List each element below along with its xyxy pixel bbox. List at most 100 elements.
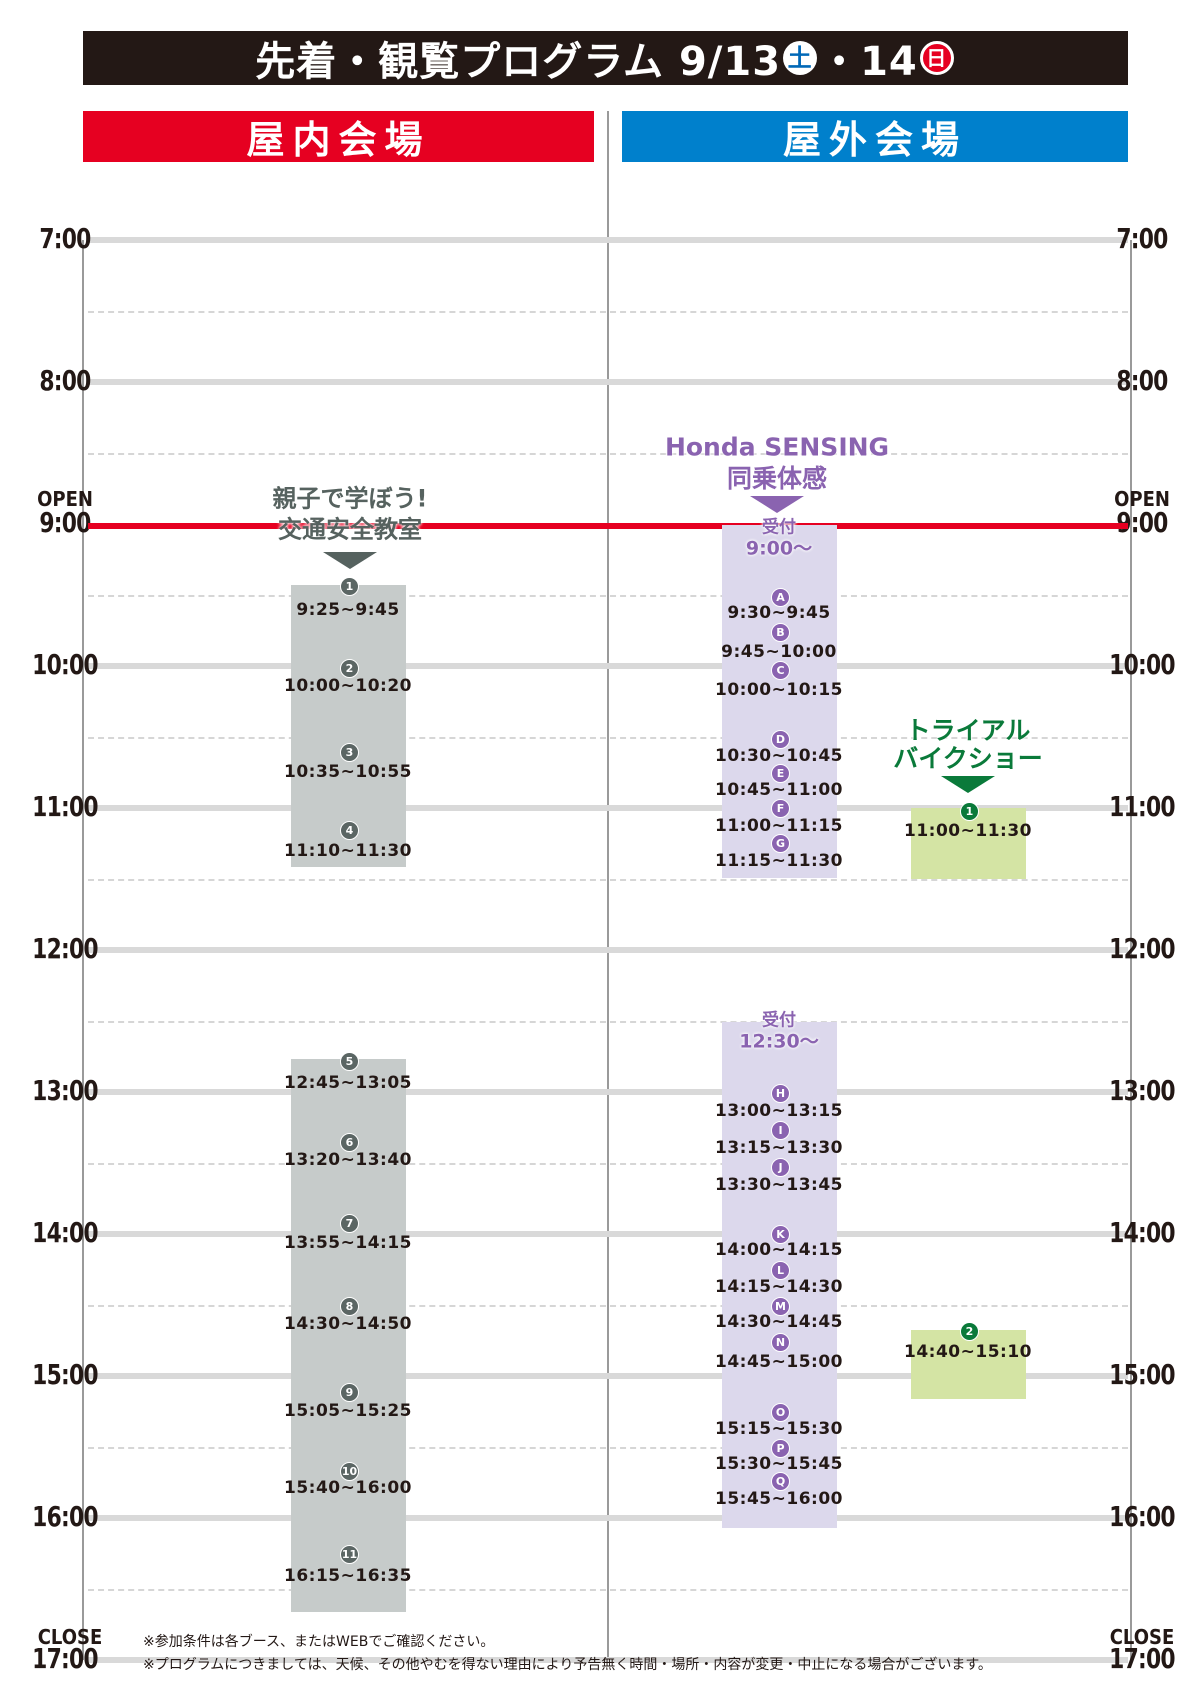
sensing-session-number-badge: I <box>771 1121 790 1140</box>
indoor-program-title-2: 交通安全教室 <box>278 515 422 544</box>
sensing-session-number-badge: J <box>771 1158 790 1177</box>
sensing-session-time: 15:30~15:45 <box>715 1454 843 1474</box>
sensing-session-number-badge: H <box>771 1084 790 1103</box>
sensing-session-time: 14:30~14:45 <box>715 1312 843 1332</box>
indoor-session-number-badge: 10 <box>340 1462 359 1481</box>
sensing-session-number-badge: Q <box>771 1472 790 1491</box>
sensing-session-time: 13:00~13:15 <box>715 1101 843 1121</box>
right-axis <box>1130 240 1132 1660</box>
center-divider <box>607 111 609 1660</box>
hour-line <box>88 1231 1128 1237</box>
indoor-session-time: 15:40~16:00 <box>284 1478 412 1498</box>
arrow-down-icon <box>323 552 377 569</box>
hour-label-right: 13:00 <box>1109 1074 1175 1107</box>
hour-label-left: 8:00 <box>39 364 91 397</box>
hour-label-right: 15:00 <box>1109 1358 1175 1391</box>
sunday-badge: 日 <box>919 41 954 75</box>
indoor-session-number-badge: 5 <box>340 1052 359 1071</box>
title-date-2: ・14 <box>819 39 918 85</box>
half-hour-line <box>88 1021 1128 1023</box>
half-hour-line <box>88 737 1128 739</box>
sensing-session-time: 13:30~13:45 <box>715 1175 843 1195</box>
indoor-session-number-badge: 9 <box>340 1383 359 1402</box>
sensing-session-number-badge: N <box>771 1333 790 1352</box>
indoor-block-am <box>291 585 406 867</box>
hour-label-left: 12:00 <box>32 932 98 965</box>
half-hour-line <box>88 595 1128 597</box>
hour-label-right: 10:00 <box>1109 648 1175 681</box>
trial-program-title-1: トライアル <box>905 716 1031 745</box>
indoor-session-time: 10:00~10:20 <box>284 676 412 696</box>
sensing-session-time: 10:00~10:15 <box>715 680 843 700</box>
sensing-session-number-badge: P <box>771 1439 790 1458</box>
indoor-session-number-badge: 8 <box>340 1297 359 1316</box>
left-axis <box>82 240 84 1660</box>
hour-line <box>88 805 1128 811</box>
sensing-session-time: 9:45~10:00 <box>721 642 837 662</box>
indoor-session-time: 16:15~16:35 <box>284 1566 412 1586</box>
indoor-session-time: 11:10~11:30 <box>284 841 412 861</box>
indoor-session-number-badge: 3 <box>340 743 359 762</box>
indoor-session-number-badge: 11 <box>340 1545 359 1564</box>
half-hour-line <box>88 453 1128 455</box>
hour-line <box>88 379 1128 385</box>
arrow-down-icon <box>941 776 995 793</box>
page-title-bar: 先着・観覧プログラム 9/13 土 ・14 日 <box>83 31 1128 85</box>
hour-label-left: 10:00 <box>32 648 98 681</box>
sensing-session-number-badge: F <box>771 799 790 818</box>
hour-label-left: 11:00 <box>32 790 98 823</box>
indoor-session-time: 14:30~14:50 <box>284 1314 412 1334</box>
indoor-session-time: 12:45~13:05 <box>284 1073 412 1093</box>
half-hour-line <box>88 1589 1128 1591</box>
saturday-badge: 土 <box>783 41 818 75</box>
hour-label-right: 11:00 <box>1109 790 1175 823</box>
hour-line <box>88 237 1128 243</box>
sensing-session-time: 14:00~14:15 <box>715 1240 843 1260</box>
close-label-right: CLOSE <box>1109 1625 1175 1649</box>
open-line <box>88 523 1128 529</box>
hour-line <box>88 1089 1128 1095</box>
indoor-session-number-badge: 2 <box>340 659 359 678</box>
reception-time: 12:30〜 <box>739 1030 819 1053</box>
half-hour-line <box>88 879 1128 881</box>
trial-session-number-badge: 1 <box>960 802 979 821</box>
hour-label-right: 12:00 <box>1109 932 1175 965</box>
hour-label-right: 8:00 <box>1116 364 1168 397</box>
arrow-down-icon <box>750 496 804 513</box>
hour-label-left: 9:00 <box>39 506 91 539</box>
open-label-left: OPEN <box>37 487 93 511</box>
sensing-session-time: 10:45~11:00 <box>715 780 843 800</box>
close-label-left: CLOSE <box>37 1625 103 1649</box>
sensing-session-number-badge: L <box>771 1261 790 1280</box>
sensing-session-number-badge: B <box>771 623 790 642</box>
hour-label-left: 17:00 <box>32 1642 98 1675</box>
trial-session-time: 14:40~15:10 <box>904 1342 1032 1362</box>
sensing-session-time: 9:30~9:45 <box>727 603 831 623</box>
reception-label: 受付 <box>762 1010 796 1031</box>
sensing-session-time: 11:15~11:30 <box>715 851 843 871</box>
hour-line <box>88 947 1128 953</box>
hour-line <box>88 663 1128 669</box>
sensing-block-am <box>722 525 837 878</box>
indoor-program-title-1: 親子で学ぼう! <box>272 484 428 513</box>
hour-label-right: 7:00 <box>1116 222 1168 255</box>
sensing-program-title-1: Honda SENSING <box>664 432 890 462</box>
indoor-session-time: 10:35~10:55 <box>284 762 412 782</box>
hour-label-right: 14:00 <box>1109 1216 1175 1249</box>
hour-label-right: 17:00 <box>1109 1642 1175 1675</box>
hour-label-right: 16:00 <box>1109 1500 1175 1533</box>
sensing-session-time: 14:45~15:00 <box>715 1352 843 1372</box>
trial-program-title-2: バイクショー <box>893 744 1043 773</box>
indoor-session-number-badge: 7 <box>340 1214 359 1233</box>
indoor-session-time: 13:20~13:40 <box>284 1150 412 1170</box>
half-hour-line <box>88 1305 1128 1307</box>
sensing-session-number-badge: E <box>771 764 790 783</box>
sensing-session-number-badge: C <box>771 661 790 680</box>
note-2: ※プログラムにつきましては、天候、その他やむを得ない理由により予告無く時間・場所… <box>143 1657 992 1673</box>
sensing-session-number-badge: O <box>771 1403 790 1422</box>
indoor-session-number-badge: 1 <box>340 577 359 596</box>
sensing-session-time: 14:15~14:30 <box>715 1277 843 1297</box>
hour-label-right: 9:00 <box>1116 506 1168 539</box>
half-hour-line <box>88 311 1128 313</box>
indoor-session-number-badge: 4 <box>340 821 359 840</box>
